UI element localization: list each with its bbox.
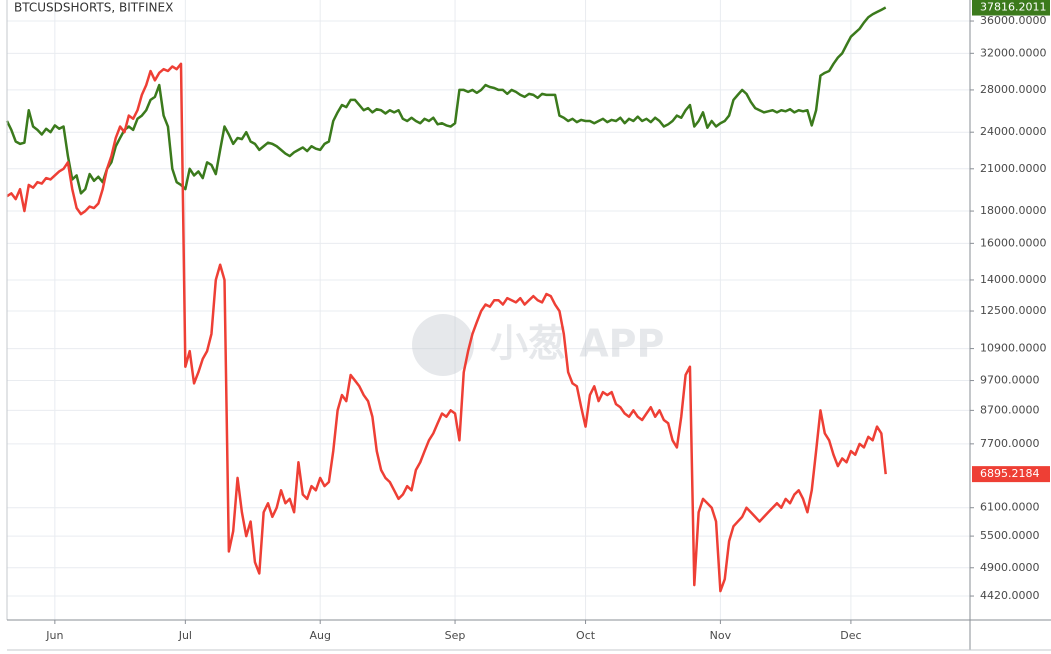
watermark-logo [412, 314, 474, 376]
y-tick-label: 36000.0000 [980, 14, 1046, 27]
y-tick-label: 4420.0000 [980, 589, 1040, 602]
last-value-badge [972, 0, 1050, 16]
x-tick-label: Dec [840, 629, 861, 642]
chart-title: BTCUSDSHORTS, BITFINEX [14, 1, 173, 15]
series [5, 6, 887, 593]
y-tick-label: 8700.0000 [980, 403, 1040, 416]
y-tick-label: 28000.0000 [980, 83, 1046, 96]
series-line [6, 62, 887, 593]
last-value-label: 37816.2011 [980, 1, 1046, 14]
y-tick-label: 16000.0000 [980, 236, 1046, 249]
y-tick-label: 24000.0000 [980, 125, 1046, 138]
y-tick-label: 6100.0000 [980, 501, 1040, 514]
axes: 4420.0000 4900.0000 5500.0000 6100.0000 7700… [45, 0, 1050, 642]
watermark-text: 小葱 APP [490, 322, 664, 366]
watermark: 小葱 APP [412, 314, 664, 376]
x-tick-label: Sep [445, 629, 466, 642]
x-tick-label: Nov [710, 629, 732, 642]
x-tick-label: Aug [309, 629, 330, 642]
x-tick-label: Jul [178, 629, 192, 642]
y-tick-label: 4900.0000 [980, 561, 1040, 574]
last-value-badge [972, 466, 1050, 483]
x-tick-label: Oct [576, 629, 596, 642]
y-tick-label: 14000.0000 [980, 273, 1046, 286]
y-tick-label: 5500.0000 [980, 529, 1040, 542]
y-tick-label: 9700.0000 [980, 374, 1040, 387]
y-tick-label: 18000.0000 [980, 204, 1046, 217]
y-tick-label: 32000.0000 [980, 46, 1046, 59]
y-tick-label: 10900.0000 [980, 342, 1046, 355]
grid [7, 0, 970, 620]
x-tick-label: Jun [45, 629, 63, 642]
series-line [5, 6, 887, 195]
y-tick-label: 21000.0000 [980, 162, 1046, 175]
y-tick-label: 12500.0000 [980, 304, 1046, 317]
last-value-label: 6895.2184 [980, 467, 1040, 480]
y-tick-label: 7700.0000 [980, 437, 1040, 450]
